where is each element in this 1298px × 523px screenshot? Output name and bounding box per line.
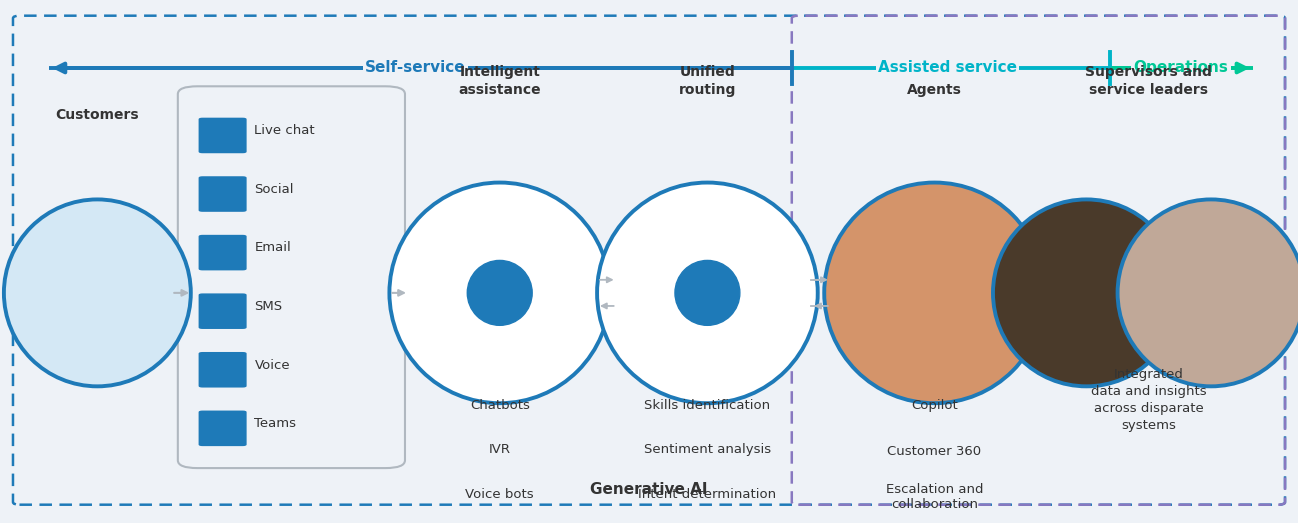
Text: Voice: Voice [254,359,289,371]
Text: Social: Social [254,183,293,196]
Ellipse shape [467,260,532,325]
Text: Live chat: Live chat [254,124,315,137]
Text: Customers: Customers [56,108,139,122]
FancyBboxPatch shape [13,16,1285,505]
FancyBboxPatch shape [178,86,405,468]
Text: IVR: IVR [489,444,510,456]
Text: Chatbots: Chatbots [470,399,530,412]
Text: Supervisors and
service leaders: Supervisors and service leaders [1085,65,1212,97]
FancyBboxPatch shape [199,352,247,388]
Text: Sentiment analysis: Sentiment analysis [644,444,771,456]
Text: Email: Email [254,242,291,254]
Text: Agents: Agents [907,83,962,97]
Text: Integrated
data and insights
across disparate
systems: Integrated data and insights across disp… [1090,368,1207,432]
Text: Intent determination: Intent determination [639,488,776,501]
Text: Assisted service: Assisted service [877,61,1018,75]
FancyBboxPatch shape [199,411,247,446]
Ellipse shape [389,183,610,403]
Ellipse shape [597,183,818,403]
Text: Teams: Teams [254,417,296,430]
Ellipse shape [4,199,191,386]
Ellipse shape [1118,199,1298,386]
Text: Skills identification: Skills identification [644,399,771,412]
Text: Customer 360: Customer 360 [888,445,981,458]
FancyBboxPatch shape [199,118,247,153]
FancyBboxPatch shape [199,176,247,212]
FancyBboxPatch shape [199,235,247,270]
Text: Self-service: Self-service [365,61,466,75]
Text: Escalation and
collaboration: Escalation and collaboration [885,483,984,511]
Text: Unified
routing: Unified routing [679,65,736,97]
Text: Operations: Operations [1133,61,1229,75]
Text: SMS: SMS [254,300,283,313]
FancyBboxPatch shape [199,293,247,329]
Text: Generative AI: Generative AI [591,482,707,496]
Text: Copilot: Copilot [911,399,958,412]
Ellipse shape [824,183,1045,403]
Ellipse shape [675,260,740,325]
Text: Voice bots: Voice bots [466,488,533,501]
Ellipse shape [993,199,1180,386]
Text: Intelligent
assistance: Intelligent assistance [458,65,541,97]
